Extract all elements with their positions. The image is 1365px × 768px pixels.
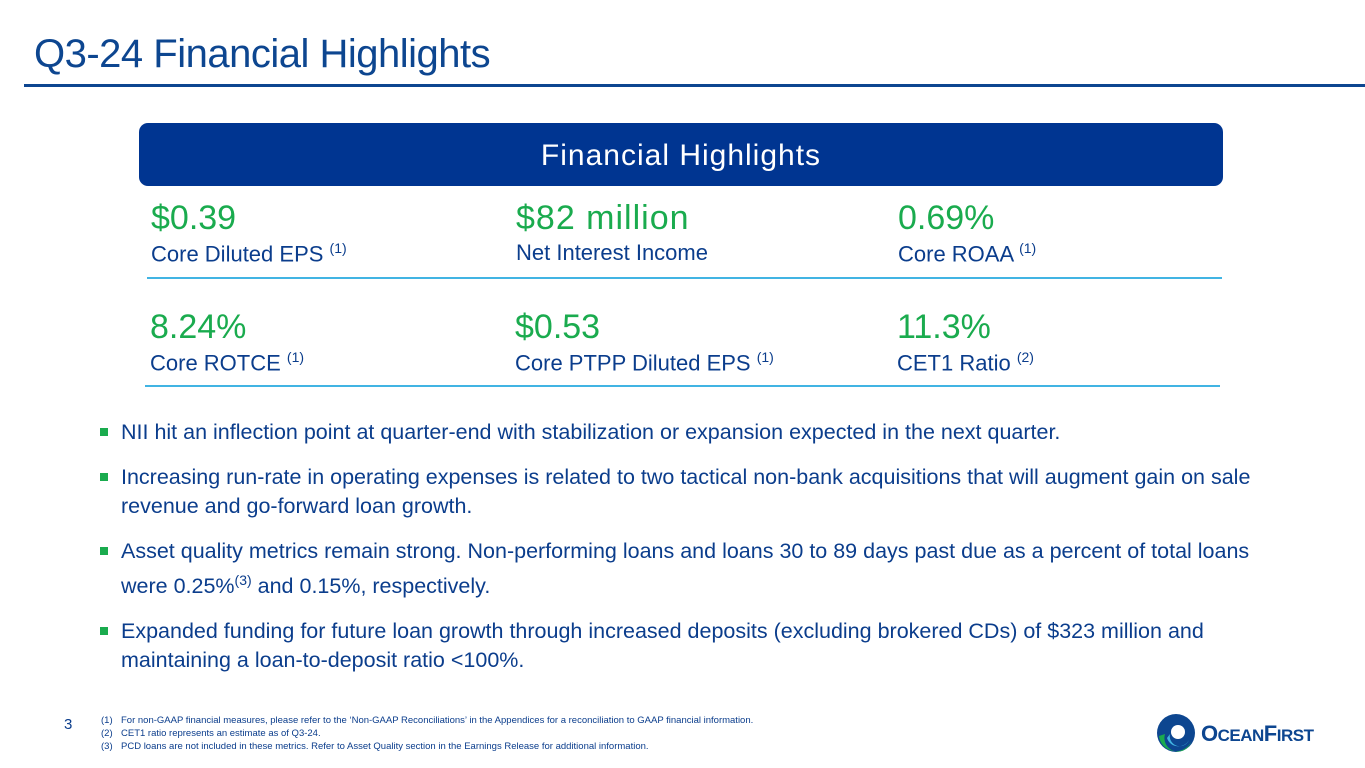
bullet-item: Asset quality metrics remain strong. Non…	[100, 537, 1300, 601]
footnote-ref: (1)	[329, 240, 347, 256]
bullet-list: NII hit an inflection point at quarter-e…	[100, 418, 1300, 691]
metric-label: CET1 Ratio	[897, 350, 1011, 376]
row-divider	[145, 385, 1220, 387]
bullet-item: Increasing run-rate in operating expense…	[100, 463, 1300, 521]
bullet-square-icon	[100, 428, 108, 436]
metric-value: 11.3%	[897, 308, 991, 346]
page-number: 3	[64, 716, 73, 733]
metric-net-interest-income: $82 million Net Interest Income	[516, 200, 708, 266]
bullet-text: and 0.15%, respectively.	[251, 574, 491, 599]
wave-logo-icon	[1157, 714, 1195, 752]
metric-core-roaa: 0.69% Core ROAA (1)	[898, 200, 1036, 267]
footnote-ref: (3)	[234, 572, 252, 588]
highlights-banner: Financial Highlights	[139, 123, 1223, 186]
metric-value: $82 million	[516, 199, 690, 237]
row-divider	[147, 277, 1222, 279]
metric-core-rotce: 8.24% Core ROTCE (1)	[150, 309, 304, 376]
metric-value: $0.53	[515, 308, 601, 346]
metric-value: $0.39	[151, 199, 237, 237]
footnote: (3) PCD loans are not included in these m…	[101, 741, 649, 752]
metric-label: Core ROTCE	[150, 350, 281, 376]
metric-label: Core ROAA	[898, 241, 1013, 267]
footnote-ref: (1)	[286, 349, 305, 365]
metric-label: Core PTPP Diluted EPS	[515, 350, 751, 376]
title-divider	[24, 84, 1365, 87]
metric-value: 0.69%	[898, 199, 995, 237]
bullet-text: Expanded funding for future loan growth …	[121, 619, 1204, 673]
footnote: (2) CET1 ratio represents an estimate as …	[101, 728, 321, 739]
bullet-item: Expanded funding for future loan growth …	[100, 617, 1300, 675]
metric-core-diluted-eps: $0.39 Core Diluted EPS (1)	[151, 200, 347, 267]
bullet-text: Increasing run-rate in operating expense…	[121, 465, 1251, 518]
metric-value: 8.24%	[150, 308, 247, 346]
metric-cet1-ratio: 11.3% CET1 Ratio (2)	[897, 309, 1034, 376]
metric-label: Core Diluted EPS	[151, 241, 324, 267]
page-title: Q3-24 Financial Highlights	[34, 32, 491, 76]
bullet-text: NII hit an inflection point at quarter-e…	[121, 420, 1061, 444]
bullet-square-icon	[100, 627, 108, 636]
footnote-ref: (2)	[1016, 349, 1034, 365]
footnote-ref: (1)	[1019, 240, 1037, 256]
bullet-item: NII hit an inflection point at quarter-e…	[100, 418, 1300, 447]
bullet-square-icon	[100, 473, 108, 481]
footnotes: (1) For non-GAAP financial measures, plea…	[101, 714, 753, 753]
bullet-text: Asset quality metrics remain strong. Non…	[121, 539, 1250, 599]
metric-core-ptpp-eps: $0.53 Core PTPP Diluted EPS (1)	[515, 309, 774, 376]
bullet-square-icon	[100, 547, 108, 555]
oceanfirst-logo: OCEANFIRST	[1155, 712, 1345, 754]
footnote-ref: (1)	[756, 349, 774, 365]
footnote: (1) For non-GAAP financial measures, plea…	[101, 715, 754, 726]
metric-label: Net Interest Income	[516, 240, 708, 265]
